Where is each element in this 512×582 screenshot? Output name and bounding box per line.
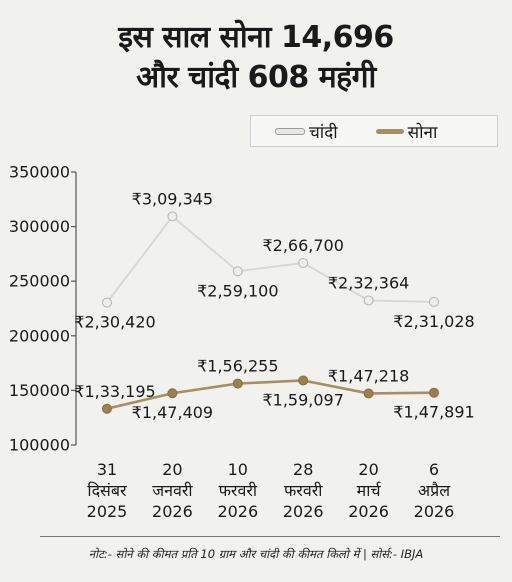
x-tick-label: 6 <box>429 460 439 479</box>
silver-data-point <box>298 257 309 268</box>
y-tick-label: 150000 <box>9 381 70 400</box>
x-tick-label: 10 <box>228 460 248 479</box>
gold-data-point <box>102 403 112 414</box>
y-tick-label: 100000 <box>9 436 70 455</box>
y-tick-label: 200000 <box>9 326 70 345</box>
silver-data-point <box>102 297 112 308</box>
silver-data-point <box>167 211 178 222</box>
gold-data-label: ₹1,47,409 <box>132 403 213 422</box>
x-tick-label: 2026 <box>414 502 455 521</box>
x-tick-label: दिसंबर <box>87 481 127 500</box>
x-tick-label: 2025 <box>87 502 128 521</box>
x-tick-label: 2026 <box>217 502 258 521</box>
x-tick-label: 2026 <box>152 502 193 521</box>
line-chart: 350000 300000 250000 200000 150000 100000 31 दि… <box>9 163 475 522</box>
gold-data-point <box>167 388 178 399</box>
x-tick-label: 31 <box>97 460 117 479</box>
y-tick-label: 250000 <box>9 272 70 291</box>
gold-data-label: ₹1,47,891 <box>393 403 474 422</box>
x-tick-label: अप्रैल <box>418 481 451 500</box>
silver-line-swatch-icon <box>275 127 305 135</box>
gold-data-label: ₹1,56,255 <box>197 357 278 376</box>
silver-data-label: ₹2,32,364 <box>328 273 409 292</box>
silver-data-label: ₹2,66,700 <box>262 236 343 255</box>
x-tick-label: मार्च <box>357 481 382 500</box>
silver-data-point <box>232 266 243 277</box>
gold-series-line <box>106 379 435 411</box>
gold-data-point <box>232 378 243 389</box>
gold-data-point <box>298 375 309 386</box>
footnote: नोट:- सोने की कीमत प्रति 10 ग्राम और चां… <box>88 547 424 561</box>
x-tick-label: फरवरी <box>284 481 323 500</box>
silver-data-label: ₹3,09,345 <box>132 189 213 208</box>
x-tick-label: 2026 <box>283 502 324 521</box>
x-tick-label: 2026 <box>348 502 389 521</box>
legend-item-gold: सोना <box>375 120 438 143</box>
silver-series-line <box>106 215 435 304</box>
gold-data-label: ₹1,47,218 <box>328 366 409 385</box>
gold-data-point <box>429 387 439 398</box>
divider <box>40 536 500 537</box>
silver-data-point <box>363 295 374 306</box>
legend-label-silver: चांदी <box>309 122 338 143</box>
x-tick-label: 20 <box>162 460 182 479</box>
gold-data-label: ₹1,33,195 <box>74 382 155 401</box>
x-tick-label: 20 <box>358 460 378 479</box>
legend-item-silver: चांदी <box>275 120 338 143</box>
title-line-2: और चांदी 608 महंगी <box>136 60 376 95</box>
x-tick-label: जनवरी <box>152 481 193 500</box>
silver-data-label: ₹2,30,420 <box>74 313 155 332</box>
x-tick-label: 28 <box>293 460 313 479</box>
legend-label-gold: सोना <box>407 122 438 143</box>
legend: चांदी सोना <box>250 115 498 147</box>
silver-data-label: ₹2,59,100 <box>197 281 278 300</box>
gold-data-point <box>363 388 374 399</box>
silver-data-label: ₹2,31,028 <box>393 312 474 331</box>
title-line-1: इस साल सोना 14,696 <box>118 20 394 55</box>
y-tick-label: 350000 <box>9 163 70 182</box>
gold-line-swatch-icon <box>375 128 404 134</box>
y-tick-label: 300000 <box>9 217 70 236</box>
gold-data-label: ₹1,59,097 <box>262 390 343 409</box>
chart-title: इस साल सोना 14,696 और चांदी 608 महंगी <box>0 18 512 98</box>
x-tick-label: फरवरी <box>219 481 258 500</box>
silver-data-point <box>429 296 439 307</box>
